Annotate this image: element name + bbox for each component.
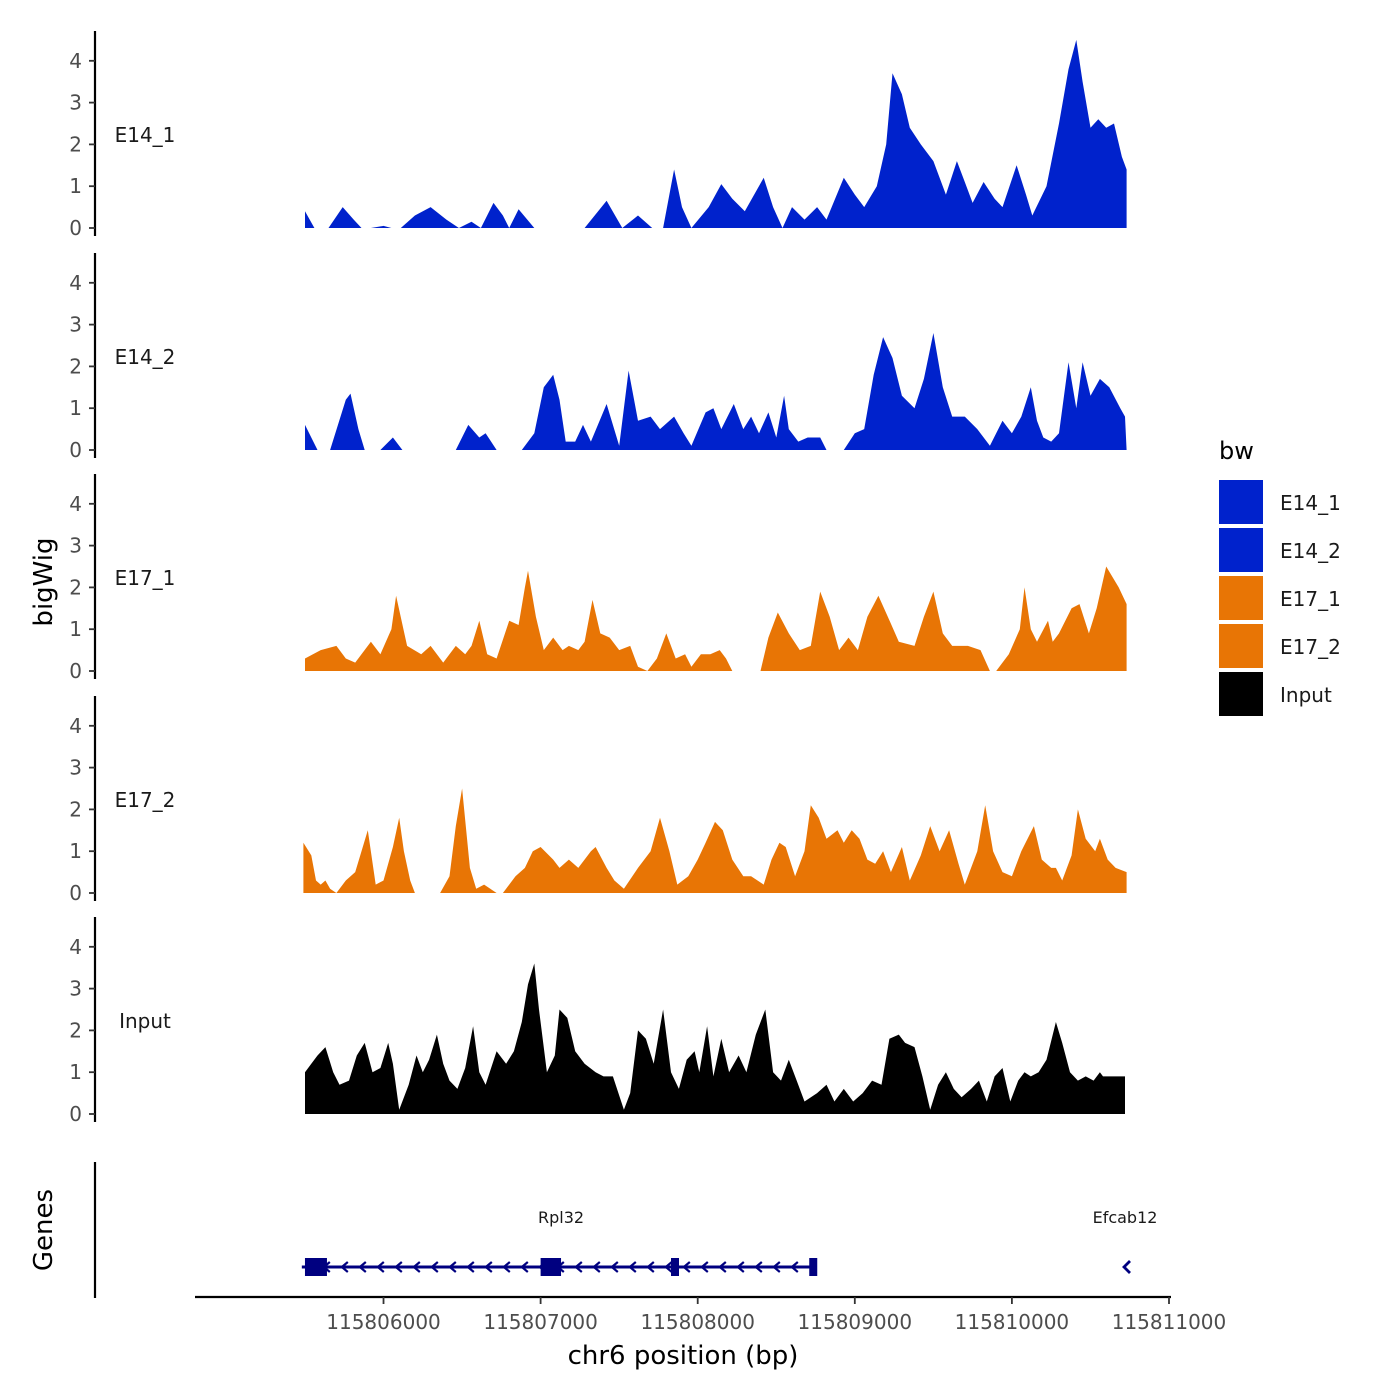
gene-label: Rpl32 (538, 1208, 584, 1227)
y-tick-label: 4 (69, 492, 82, 516)
x-tick-label: 115809000 (798, 1310, 913, 1334)
track-label-Input: Input (119, 1009, 171, 1033)
legend: bw E14_1 E14_2 E17_1 E17_2 Input (1219, 437, 1341, 716)
legend-swatch-Input (1219, 672, 1263, 716)
strand-arrow (772, 1261, 781, 1273)
track-Input: 0 1 2 3 4 Input (69, 917, 1125, 1126)
legend-swatch-E17_1 (1219, 576, 1263, 620)
strand-arrow (484, 1261, 493, 1273)
legend-label-E14_1: E14_1 (1280, 491, 1341, 515)
strand-arrow (430, 1261, 439, 1273)
signal-area-E17_1 (305, 566, 1127, 671)
strand-arrow (646, 1261, 655, 1273)
y-tick-label: 1 (69, 1060, 82, 1084)
gene-exon (304, 1258, 327, 1276)
strand-arrow (412, 1261, 421, 1273)
track-label-E17_2: E17_2 (115, 788, 176, 812)
strand-arrow (358, 1261, 367, 1273)
strand-arrow (628, 1261, 637, 1273)
legend-label-Input: Input (1280, 683, 1332, 707)
gene-exon (809, 1258, 818, 1276)
y-tick-label: 0 (69, 1102, 82, 1126)
y-tick-label: 1 (69, 396, 82, 420)
gene-exon (671, 1258, 680, 1276)
y-tick-label: 3 (69, 534, 82, 558)
genes-layer: Rpl32 Efcab12 (93, 1162, 1158, 1298)
y-tick-label: 4 (69, 935, 82, 959)
signal-area-Input (305, 963, 1125, 1114)
track-E17_2: 0 1 2 3 4 E17_2 (69, 696, 1127, 905)
signal-area-E17_2 (303, 788, 1127, 893)
x-tick-label: 115806000 (326, 1310, 441, 1334)
signal-area-E14_2 (305, 333, 1127, 450)
y-tick-label: 2 (69, 354, 82, 378)
y-tick-label: 3 (69, 313, 82, 337)
track-label-E14_1: E14_1 (115, 123, 176, 147)
legend-label-E14_2: E14_2 (1280, 539, 1341, 563)
strand-arrow (466, 1261, 475, 1273)
strand-arrow (448, 1261, 457, 1273)
legend-label-E17_1: E17_1 (1280, 587, 1341, 611)
strand-arrow (718, 1261, 727, 1273)
strand-arrow (682, 1261, 691, 1273)
y-tick-label: 4 (69, 49, 82, 73)
legend-label-E17_2: E17_2 (1280, 635, 1341, 659)
strand-arrow (394, 1261, 403, 1273)
strand-arrow (736, 1261, 745, 1273)
strand-arrow (502, 1261, 511, 1273)
y-tick-label: 2 (69, 132, 82, 156)
signal-area-E14_1 (305, 39, 1127, 229)
y-tick-label: 1 (69, 174, 82, 198)
y-tick-label: 3 (69, 977, 82, 1001)
y-tick-label: 2 (69, 1018, 82, 1042)
y-tick-label: 4 (69, 714, 82, 738)
strand-arrow (574, 1261, 583, 1273)
strand-arrow (700, 1261, 709, 1273)
track-E17_1: 0 1 2 3 4 E17_1 (69, 474, 1127, 683)
tracks-layer: 0 1 2 3 4 E14_1 0 1 2 3 4 E14_2 0 1 2 3 4 E17_1 0 1 2 3 4 E17_2… (69, 31, 1127, 1126)
x-tick-label: 115808000 (640, 1310, 755, 1334)
y-tick-label: 1 (69, 839, 82, 863)
y-tick-label: 4 (69, 271, 82, 295)
y-tick-label: 0 (69, 881, 82, 905)
track-E14_2: 0 1 2 3 4 E14_2 (69, 253, 1127, 462)
y-tick-label: 0 (69, 216, 82, 240)
track-E14_1: 0 1 2 3 4 E14_1 (69, 31, 1127, 240)
y-tick-label: 1 (69, 617, 82, 641)
gene-Rpl32: Rpl32 (301, 1208, 818, 1276)
x-tick-label: 115811000 (1112, 1310, 1227, 1334)
gene-label: Efcab12 (1093, 1208, 1158, 1227)
legend-swatch-E14_2 (1219, 528, 1263, 572)
track-label-E14_2: E14_2 (115, 345, 176, 369)
legend-title: bw (1219, 437, 1254, 465)
strand-arrow (754, 1261, 763, 1273)
strand-arrow (664, 1261, 673, 1273)
y-tick-label: 0 (69, 438, 82, 462)
x-tick-label: 115807000 (483, 1310, 598, 1334)
strand-arrow (340, 1261, 349, 1273)
gene-Efcab12: Efcab12 (1093, 1208, 1158, 1274)
strand-arrow (376, 1261, 385, 1273)
y-tick-label: 3 (69, 91, 82, 115)
strand-arrow (1122, 1260, 1131, 1274)
y-axis-title: bigWig (29, 537, 59, 626)
x-axis: 115806000 115807000 115808000 115809000 1158… (195, 1295, 1227, 1334)
x-tick-label: 115810000 (955, 1310, 1070, 1334)
strand-arrow (592, 1261, 601, 1273)
y-tick-label: 0 (69, 659, 82, 683)
x-axis-title: chr6 position (bp) (568, 1341, 799, 1371)
strand-arrow (520, 1261, 529, 1273)
y-tick-label: 3 (69, 756, 82, 780)
legend-swatch-E17_2 (1219, 624, 1263, 668)
track-label-E17_1: E17_1 (115, 566, 176, 590)
strand-arrow (790, 1261, 799, 1273)
legend-swatch-E14_1 (1219, 480, 1263, 524)
strand-arrow (610, 1261, 619, 1273)
gene-exon (540, 1258, 562, 1276)
y-tick-label: 2 (69, 575, 82, 599)
y-tick-label: 2 (69, 797, 82, 821)
genes-panel-title: Genes (29, 1189, 59, 1271)
